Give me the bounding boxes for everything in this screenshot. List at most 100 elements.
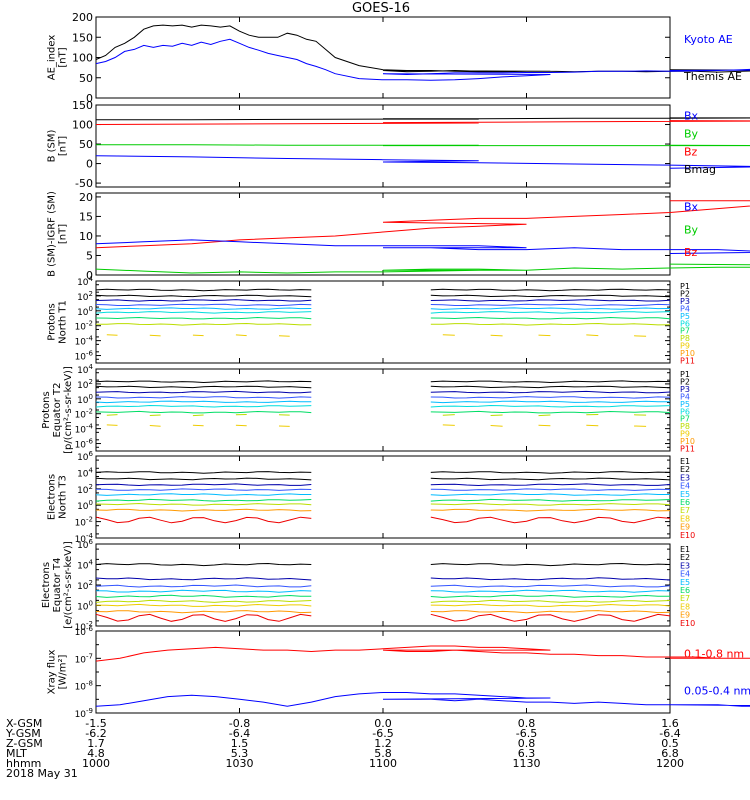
x-tick-label: 4.8	[87, 747, 105, 760]
series-e6	[430, 498, 671, 502]
x-tick-label: 0.0	[374, 717, 392, 730]
legend-item: P6	[680, 407, 690, 416]
series-e4	[430, 584, 671, 588]
legend-item: E1	[680, 545, 690, 554]
y-tick-label: 10	[79, 230, 93, 243]
series-0-05-0-4-nm	[95, 692, 750, 707]
x-tick-label: 0.5	[661, 737, 679, 750]
legend-item: Bz	[684, 145, 698, 158]
y-tick-label: 100	[77, 499, 93, 512]
panel-pequator: 10-6 10-4 10-2 100 102 104 Protons Equator T2 [p…	[41, 363, 695, 454]
series-p6	[430, 404, 671, 408]
legend-item: P2	[680, 377, 690, 386]
legend-item: E8	[680, 514, 690, 523]
y-tick-label: 10-8	[75, 680, 93, 693]
series-e5	[95, 589, 312, 593]
y-tick-label: 10-6	[75, 625, 94, 638]
y-tick-label: 102	[77, 483, 93, 496]
series-e10	[430, 516, 671, 524]
x-tick-label: 1.5	[231, 737, 249, 750]
legend-item: E3	[680, 473, 690, 482]
series-p8	[192, 414, 204, 417]
legend-item: E9	[680, 611, 690, 620]
panel-frame	[95, 280, 671, 364]
series-e5	[430, 589, 671, 593]
y-axis-label: Equator T4	[52, 558, 63, 613]
y-tick-label: 10-2	[75, 320, 93, 333]
legend-item: P4	[680, 392, 690, 401]
series-e6	[95, 594, 312, 598]
y-tick-label: 5	[86, 249, 93, 262]
x-tick-label: 1200	[656, 757, 684, 770]
x-tick-label: -6.5	[516, 727, 537, 740]
y-tick-label: 106	[77, 450, 93, 463]
y-axis-label: B (SM)-IGRF (SM)	[47, 191, 58, 277]
panel-frame	[95, 455, 671, 539]
legend: Bx By Bz	[684, 201, 699, 260]
series-p9	[586, 424, 599, 427]
series-e4	[95, 584, 312, 588]
series-p5	[430, 400, 671, 404]
x-tick-label: -0.8	[229, 717, 250, 730]
x-tick-label: 1130	[513, 757, 541, 770]
y-tick-label: 150	[72, 31, 93, 44]
y-axis-label: Xray flux	[47, 650, 58, 695]
legend-item: E6	[680, 498, 690, 507]
y-axis-label: Protons	[47, 303, 58, 340]
panel-pnorth: 10-6 10-4 10-2 100 102 104 Protons North T1 P1P2…	[47, 275, 696, 366]
series-p8	[442, 414, 455, 416]
series-p9	[192, 334, 204, 337]
x-row-label: Y-GSM	[5, 727, 41, 740]
x-tick-label: 5.8	[374, 747, 392, 760]
series-p1	[95, 288, 312, 292]
series-p6	[430, 311, 671, 314]
panel-frame	[95, 630, 671, 714]
series-by	[96, 144, 750, 147]
series-p9	[235, 334, 247, 337]
series-e3	[95, 577, 312, 581]
legend-item: P2	[680, 289, 690, 298]
series-e8	[430, 508, 671, 512]
legend-item: P1	[680, 370, 690, 379]
legend-item: By	[684, 223, 699, 236]
series-p9	[235, 424, 247, 427]
x-tick-label: 1030	[226, 757, 254, 770]
y-tick-label: 10-2	[75, 408, 93, 421]
legend-item: E6	[680, 586, 690, 595]
y-axis-label: Electrons	[47, 474, 58, 520]
legend-item: Kyoto AE	[684, 33, 733, 46]
legend-item: P10	[680, 437, 695, 446]
series-group	[95, 562, 671, 622]
y-axis-label: AE_index	[47, 35, 58, 81]
series-e6	[430, 594, 670, 598]
y-axis-label: [nT]	[58, 136, 69, 156]
y-tick-label: 15	[79, 210, 93, 223]
series-0-1-0-8-nm	[95, 645, 750, 662]
legend-item: P8	[680, 422, 690, 431]
legend-item: P3	[680, 385, 690, 394]
y-axis-label: [p/(cm²-s-sr-keV)]	[63, 366, 74, 454]
y-tick-label: 100	[72, 52, 93, 65]
y-tick-label: 100	[77, 600, 93, 613]
legend-item: P5	[680, 400, 690, 409]
x-row-label: Z-GSM	[6, 737, 43, 750]
legend-item: E2	[680, 465, 690, 474]
series-e1	[430, 471, 671, 474]
legend-item: P9	[680, 430, 690, 439]
series-p9	[106, 334, 118, 336]
y-tick-label: 0	[86, 269, 93, 282]
x-tick-label: 5.3	[231, 747, 249, 760]
series-e10	[95, 516, 312, 524]
y-axis-label: Equator T2	[52, 383, 63, 438]
x-tick-label: -6.5	[372, 727, 393, 740]
y-tick-label: 106	[77, 538, 93, 551]
y-tick-label: 10-6	[75, 350, 94, 363]
y-tick-label: 104	[77, 275, 93, 288]
legend-item: Bx	[684, 110, 699, 123]
legend-item: E4	[680, 570, 690, 579]
y-axis-label: Protons	[41, 391, 52, 428]
series-p5	[95, 400, 312, 404]
y-tick-label: 10-2	[75, 620, 93, 633]
